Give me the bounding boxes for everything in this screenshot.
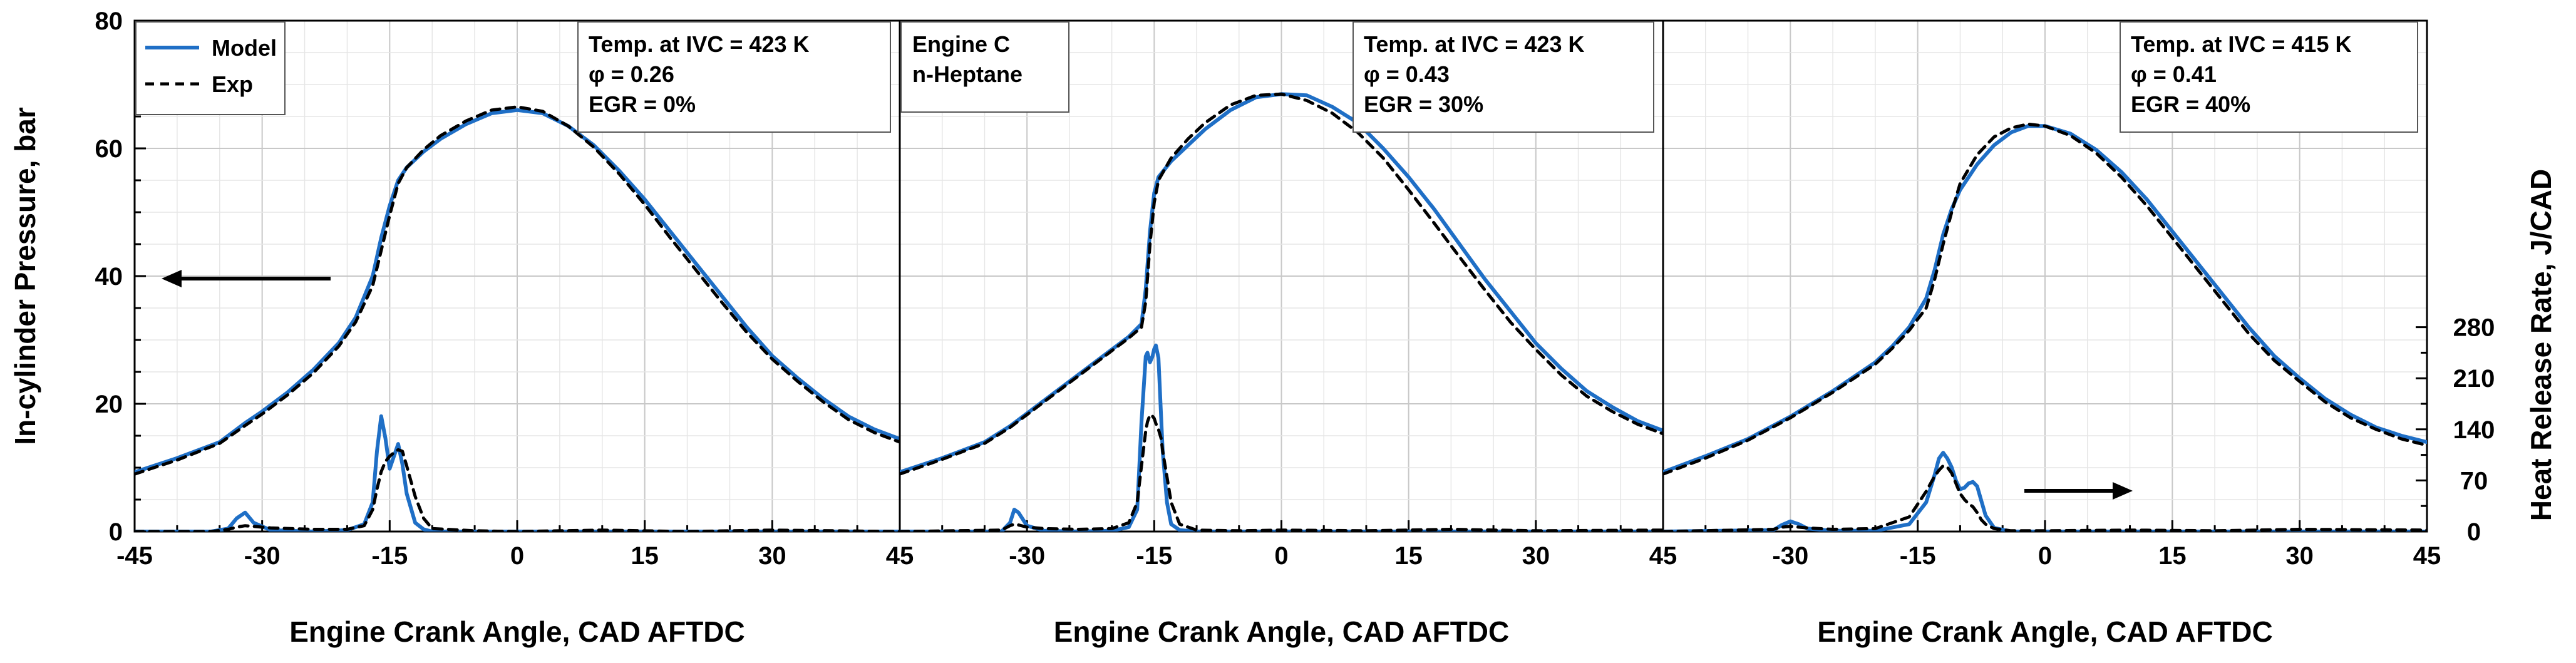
right-y-axis-title: Heat Release Rate, J/CAD (2525, 169, 2557, 521)
y-tick-label: 280 (2453, 314, 2495, 342)
x-axis-title: Engine Crank Angle, CAD AFTDC (289, 615, 745, 648)
hrr-exp-line (135, 448, 900, 532)
y-tick-label: 80 (95, 8, 123, 35)
x-tick-label: 45 (886, 542, 914, 570)
x-tick-label: 15 (1394, 542, 1423, 570)
y-tick-label: 60 (95, 135, 123, 163)
hrr-axis-arrow (2024, 482, 2133, 500)
curves (135, 105, 900, 532)
legend: Model Exp (135, 21, 286, 115)
x-tick-label: -15 (371, 542, 408, 570)
y-tick-label: 0 (2467, 518, 2481, 546)
conditions-box: Temp. at IVC = 423 K φ = 0.26 EGR = 0% (577, 21, 891, 133)
engine-label-frame (900, 21, 1069, 113)
condition-text: φ = 0.41 (2131, 61, 2217, 87)
x-tick-label: 0 (2038, 542, 2052, 570)
x-axis-title: Engine Crank Angle, CAD AFTDC (1817, 615, 2273, 648)
y-tick-label: 140 (2453, 416, 2495, 444)
pressure-exp-line (900, 92, 1663, 476)
curves (1663, 122, 2427, 532)
pressure-model-line (900, 92, 1663, 475)
condition-text: φ = 0.43 (1364, 61, 1450, 87)
x-axis-title: Engine Crank Angle, CAD AFTDC (1054, 615, 1510, 648)
condition-text: Temp. at IVC = 423 K (589, 31, 809, 57)
y-tick-label: 40 (95, 263, 123, 290)
hrr-model-line (135, 414, 900, 532)
x-tick-label: 0 (1274, 542, 1288, 570)
engine-label-text: n-Heptane (912, 61, 1023, 87)
condition-text: φ = 0.26 (589, 61, 674, 87)
pressure-exp-line (135, 105, 900, 476)
legend-label: Model (212, 35, 277, 61)
conditions-box: Temp. at IVC = 415 K φ = 0.41 EGR = 40% (2120, 21, 2418, 133)
arrow-head (2113, 482, 2133, 500)
conditions-frame (2120, 21, 2418, 133)
x-tick-label: -30 (1009, 542, 1045, 570)
x-tick-label: 0 (510, 542, 524, 570)
condition-text: EGR = 40% (2131, 91, 2250, 117)
left-y-axis-title: In-cylinder Pressure, bar (9, 107, 41, 445)
curves (900, 92, 1663, 532)
conditions-frame (1352, 21, 1654, 133)
x-tick-label: -45 (116, 542, 153, 570)
x-tick-label: -15 (1136, 542, 1172, 570)
pressure-axis-arrow (162, 270, 331, 287)
x-tick-label: 30 (1522, 542, 1550, 570)
conditions-box: Temp. at IVC = 423 K φ = 0.43 EGR = 30% (1352, 21, 1654, 133)
panel-3: -30 -15 0 15 30 45 Engine Crank Angle, CAD AFT… (1662, 19, 2441, 648)
condition-text: EGR = 30% (1364, 91, 1483, 117)
right-y-axis: 0 70 140 210 280 Heat Release Rate, J/CAD (2416, 169, 2557, 546)
x-tick-label: 30 (758, 542, 786, 570)
left-y-axis: 0 20 40 60 80 In-cylinder Pressure, bar (9, 8, 146, 546)
hrr-exp-line (1663, 464, 2427, 532)
x-tick-label: 45 (1649, 542, 1677, 570)
x-tick-label: -30 (244, 542, 281, 570)
arrow-head (162, 270, 182, 287)
x-tick-label: 15 (631, 542, 659, 570)
y-tick-label: 0 (109, 518, 123, 546)
x-tick-label: 45 (2413, 542, 2441, 570)
condition-text: Temp. at IVC = 423 K (1364, 31, 1584, 57)
y-tick-label: 70 (2460, 467, 2488, 495)
legend-label: Exp (212, 71, 253, 97)
engine-label-box: Engine C n-Heptane (900, 21, 1069, 113)
pressure-exp-line (1663, 122, 2427, 476)
x-tick-label: 15 (2158, 542, 2187, 570)
engine-label-text: Engine C (912, 31, 1010, 57)
condition-text: EGR = 0% (589, 91, 696, 117)
x-tick-label: 30 (2285, 542, 2314, 570)
x-tick-label: -30 (1772, 542, 1808, 570)
hrr-exp-line (900, 413, 1663, 532)
x-tick-label: -15 (1900, 542, 1936, 570)
panel-1: -45 -30 -15 0 15 30 45 Engine Crank Angle, CAD … (116, 19, 914, 648)
legend-frame (135, 21, 286, 115)
y-tick-label: 20 (95, 391, 123, 418)
y-tick-label: 210 (2453, 365, 2495, 393)
pressure-model-line (135, 108, 900, 475)
condition-text: Temp. at IVC = 415 K (2131, 31, 2351, 57)
conditions-frame (577, 21, 891, 133)
panel-2: -30 -15 0 15 30 45 Engine Crank Angle, CAD AFT… (899, 19, 1677, 648)
